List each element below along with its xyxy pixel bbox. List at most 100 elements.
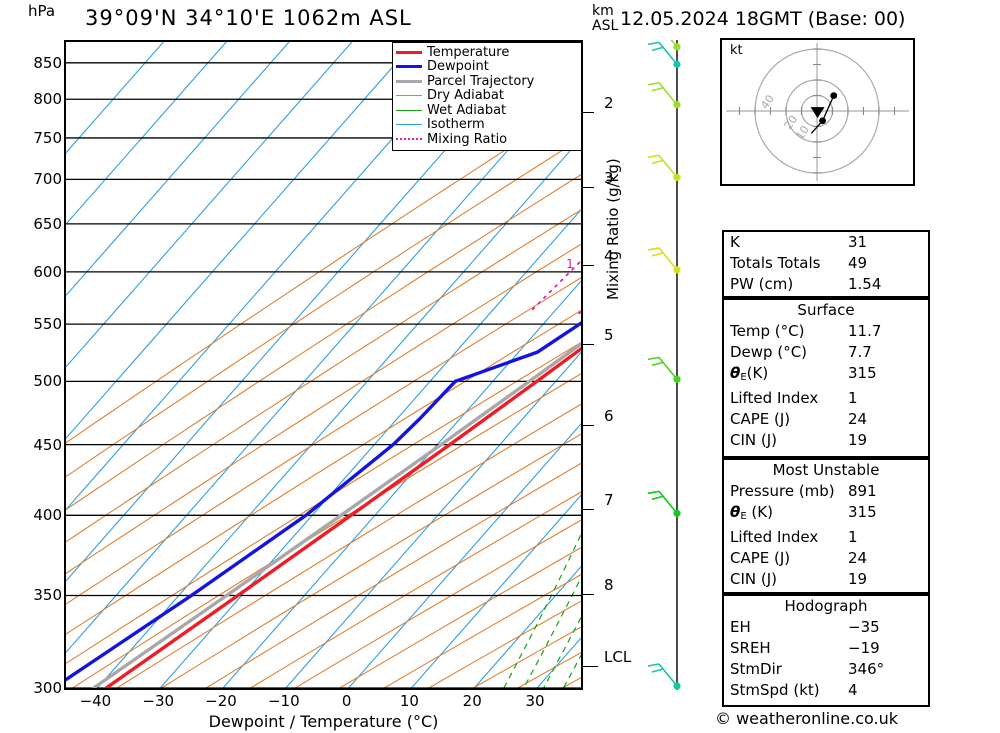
temperature-tick--20: −20	[205, 692, 237, 710]
legend-label: Isotherm	[427, 117, 485, 133]
legend-swatch-icon	[396, 79, 422, 83]
panel-hodograph-stats: Hodograph EH −35 SREH −19 StmDir 346° StmSpd (k…	[722, 594, 930, 707]
panel-row-key: θE(K)	[730, 364, 769, 383]
legend-swatch-icon	[396, 138, 422, 141]
temperature-tick--30: −30	[142, 692, 175, 710]
pressure-tick-550: 550	[33, 315, 62, 334]
pressure-unit-label: hPa	[28, 2, 56, 20]
height-tickmark	[582, 264, 594, 266]
panel-row: Totals Totals 49	[724, 253, 928, 274]
legend-swatch-icon	[396, 50, 422, 54]
panel-row-value: 315	[848, 503, 877, 521]
pressure-tick-400: 400	[33, 506, 62, 525]
panel-row-key: Lifted Index	[730, 528, 819, 546]
pressure-tick-350: 350	[33, 586, 62, 605]
panel-row: CAPE (J) 24	[724, 548, 928, 569]
pressure-tick-650: 650	[33, 214, 62, 233]
panel-row: EH −35	[724, 617, 928, 638]
pressure-tick-750: 750	[33, 128, 62, 147]
panel-row: CAPE (J) 24	[724, 409, 928, 430]
panel-row: CIN (J) 19	[724, 569, 928, 590]
temperature-tick--10: −10	[267, 692, 300, 710]
panel-row: θE(K) 315	[724, 363, 928, 388]
panel-row: Temp (°C) 11.7	[724, 321, 928, 342]
legend-label: Wet Adiabat	[427, 102, 507, 118]
height-tickmark	[582, 594, 594, 596]
panel-row-value: 891	[848, 482, 877, 500]
panel-row: CIN (J) 19	[724, 430, 928, 451]
panel-indices: K 31 Totals Totals 49 PW (cm) 1.54	[722, 230, 930, 298]
panel-row-value: −35	[848, 618, 880, 636]
panel-row-value: 24	[848, 410, 868, 428]
height-tickmark	[582, 508, 594, 510]
copyright-notice: © weatheronline.co.uk	[715, 709, 898, 728]
mixing-ratio-axis-title: Mixing Ratio (g/kg)	[604, 158, 622, 300]
panel-row-value: 24	[848, 549, 868, 567]
legend-label: Dewpoint	[427, 59, 489, 75]
legend-item: Wet Adiabat	[396, 103, 578, 118]
panel-row-value: 19	[848, 431, 868, 449]
lcl-marker-label: LCL	[604, 648, 632, 666]
panel-row-value: 49	[848, 254, 868, 272]
svg-text:1: 1	[566, 257, 574, 271]
legend-swatch-icon	[396, 95, 422, 97]
height-tick-7km: 7	[604, 490, 614, 509]
panel-row-value: 7.7	[848, 343, 872, 361]
legend-item: Dewpoint	[396, 60, 578, 75]
panel-title: Surface	[797, 301, 855, 319]
panel-row-value: 4	[848, 681, 858, 699]
panel-row-key: Totals Totals	[730, 254, 821, 272]
panel-row-value: 1	[848, 389, 858, 407]
pressure-tick-600: 600	[33, 262, 62, 281]
legend-swatch-icon	[396, 65, 422, 69]
height-unit-label-km: km	[592, 3, 614, 19]
height-tick-6km: 6	[604, 407, 614, 426]
panel-row-value: 346°	[848, 660, 885, 678]
panel-row-key: Lifted Index	[730, 389, 819, 407]
panel-row: θE (K) 315	[724, 502, 928, 527]
svg-text:40: 40	[758, 93, 777, 112]
panel-row: StmSpd (kt) 4	[724, 680, 928, 701]
panel-row: Lifted Index 1	[724, 388, 928, 409]
panel-row-key: SREH	[730, 639, 771, 657]
panel-row: Lifted Index 1	[724, 527, 928, 548]
panel-row: SREH −19	[724, 638, 928, 659]
hodograph-plot[interactable]: kt 10 20 40	[720, 32, 915, 190]
panel-row: K 31	[724, 232, 928, 253]
temperature-tick-20: 20	[462, 692, 482, 710]
panel-row-value: 1	[848, 528, 858, 546]
panel-row-key: PW (cm)	[730, 275, 794, 293]
height-tick-8km: 8	[604, 576, 614, 595]
panel-row-key: EH	[730, 618, 751, 636]
wind-barb-column	[646, 24, 708, 690]
panel-row: PW (cm) 1.54	[724, 274, 928, 295]
pressure-tick-450: 450	[33, 435, 62, 454]
panel-row-key: StmSpd (kt)	[730, 681, 820, 699]
hodograph-unit-label: kt	[730, 43, 743, 58]
panel-surface: Surface Temp (°C) 11.7 Dewp (°C) 7.7 θE(K) 315…	[722, 298, 930, 458]
legend-item: Mixing Ratio	[396, 132, 578, 147]
page-title: 39°09'N 34°10'E 1062m ASL	[85, 6, 412, 30]
legend-swatch-icon	[396, 124, 422, 126]
height-tickmark	[582, 187, 594, 189]
legend-swatch-icon	[396, 109, 422, 111]
panel-row-key: CAPE (J)	[730, 549, 791, 567]
panel-row-key: CIN (J)	[730, 431, 778, 449]
legend-label: Dry Adiabat	[427, 88, 504, 104]
legend: Temperature Dewpoint Parcel Trajectory Dry …	[392, 42, 582, 151]
legend-item: Isotherm	[396, 118, 578, 133]
height-unit-label-asl: ASL	[592, 18, 619, 34]
pressure-tick-800: 800	[33, 90, 62, 109]
legend-label: Parcel Trajectory	[427, 73, 535, 89]
panel-row-key: Temp (°C)	[730, 322, 805, 340]
legend-item: Parcel Trajectory	[396, 74, 578, 89]
pressure-tick-850: 850	[33, 53, 62, 72]
panel-row-value: −19	[848, 639, 880, 657]
panel-row-key: CAPE (J)	[730, 410, 791, 428]
panel-row-value: 315	[848, 364, 877, 382]
pressure-tick-300: 300	[33, 679, 62, 697]
height-tick-3km: 3	[604, 169, 614, 188]
wind-barb-canvas	[647, 24, 681, 690]
panel-row-value: 11.7	[848, 322, 882, 340]
panel-row-key: θE (K)	[730, 503, 773, 522]
